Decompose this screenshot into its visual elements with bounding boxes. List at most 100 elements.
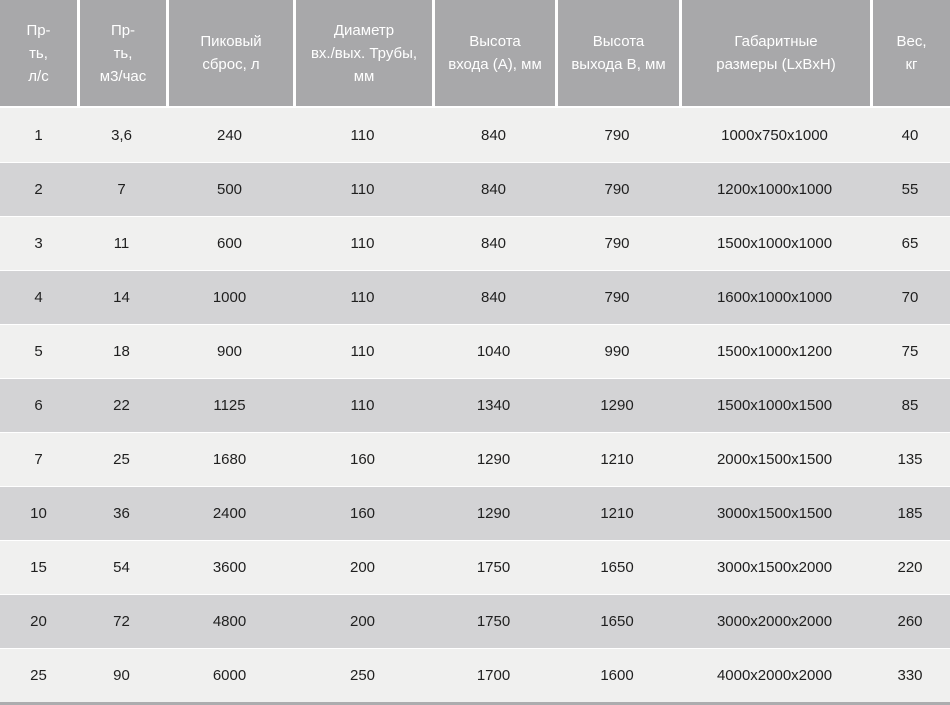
table-cell: 250 bbox=[293, 648, 432, 702]
table-row: 3 11 600 110 840 790 1500x1000x1000 65 bbox=[0, 216, 950, 270]
table-row: 6 22 1125 110 1340 1290 1500x1000x1500 85 bbox=[0, 378, 950, 432]
table-row: 15 54 3600 200 1750 1650 3000x1500x2000 220 bbox=[0, 540, 950, 594]
table-cell: 85 bbox=[870, 378, 950, 432]
table-cell: 2400 bbox=[166, 486, 293, 540]
table-cell: 260 bbox=[870, 594, 950, 648]
table-cell: 1210 bbox=[555, 486, 679, 540]
table-cell: 70 bbox=[870, 270, 950, 324]
column-header: Высота входа (А), мм bbox=[432, 0, 555, 108]
table-cell: 110 bbox=[293, 162, 432, 216]
table-cell: 1125 bbox=[166, 378, 293, 432]
column-header: Диаметр вх./вых. Трубы, мм bbox=[293, 0, 432, 108]
bottom-strip bbox=[0, 702, 950, 705]
table-cell: 185 bbox=[870, 486, 950, 540]
table-cell: 3 bbox=[0, 216, 77, 270]
table-cell: 22 bbox=[77, 378, 166, 432]
table-cell: 840 bbox=[432, 108, 555, 162]
table-cell: 990 bbox=[555, 324, 679, 378]
table-cell: 200 bbox=[293, 540, 432, 594]
table-header: Пр- ть, л/с Пр- ть, м3/час Пиковый сброс, … bbox=[0, 0, 950, 108]
table-cell: 1500x1000x1500 bbox=[679, 378, 870, 432]
table-cell: 1500x1000x1200 bbox=[679, 324, 870, 378]
table-cell: 1340 bbox=[432, 378, 555, 432]
table-cell: 7 bbox=[0, 432, 77, 486]
column-header: Габаритные размеры (LxBxH) bbox=[679, 0, 870, 108]
table-cell: 3000x1500x1500 bbox=[679, 486, 870, 540]
table-cell: 4000x2000x2000 bbox=[679, 648, 870, 702]
table-cell: 160 bbox=[293, 486, 432, 540]
table-cell: 1290 bbox=[432, 486, 555, 540]
column-header: Высота выхода В, мм bbox=[555, 0, 679, 108]
table-cell: 1210 bbox=[555, 432, 679, 486]
table-cell: 790 bbox=[555, 162, 679, 216]
table-cell: 1650 bbox=[555, 594, 679, 648]
table-cell: 1600 bbox=[555, 648, 679, 702]
table-cell: 790 bbox=[555, 108, 679, 162]
table-cell: 160 bbox=[293, 432, 432, 486]
table-cell: 135 bbox=[870, 432, 950, 486]
table-row: 10 36 2400 160 1290 1210 3000x1500x1500 185 bbox=[0, 486, 950, 540]
table-cell: 110 bbox=[293, 324, 432, 378]
table-cell: 65 bbox=[870, 216, 950, 270]
table-row: 1 3,6 240 110 840 790 1000x750x1000 40 bbox=[0, 108, 950, 162]
table-cell: 14 bbox=[77, 270, 166, 324]
table-cell: 72 bbox=[77, 594, 166, 648]
table-row: 4 14 1000 110 840 790 1600x1000x1000 70 bbox=[0, 270, 950, 324]
table-cell: 1290 bbox=[555, 378, 679, 432]
table-cell: 110 bbox=[293, 108, 432, 162]
table-cell: 900 bbox=[166, 324, 293, 378]
table-cell: 1680 bbox=[166, 432, 293, 486]
table-cell: 25 bbox=[0, 648, 77, 702]
table-cell: 3000x2000x2000 bbox=[679, 594, 870, 648]
table-cell: 36 bbox=[77, 486, 166, 540]
table-cell: 220 bbox=[870, 540, 950, 594]
table-cell: 110 bbox=[293, 270, 432, 324]
table-cell: 20 bbox=[0, 594, 77, 648]
table-cell: 2 bbox=[0, 162, 77, 216]
table-cell: 6000 bbox=[166, 648, 293, 702]
table-cell: 18 bbox=[77, 324, 166, 378]
table-cell: 3,6 bbox=[77, 108, 166, 162]
table-cell: 110 bbox=[293, 216, 432, 270]
table-cell: 240 bbox=[166, 108, 293, 162]
table-cell: 840 bbox=[432, 270, 555, 324]
header-row: Пр- ть, л/с Пр- ть, м3/час Пиковый сброс, … bbox=[0, 0, 950, 108]
table-cell: 1040 bbox=[432, 324, 555, 378]
table-cell: 2000x1500x1500 bbox=[679, 432, 870, 486]
table-cell: 1600x1000x1000 bbox=[679, 270, 870, 324]
table-cell: 55 bbox=[870, 162, 950, 216]
table-cell: 4800 bbox=[166, 594, 293, 648]
table-cell: 1200x1000x1000 bbox=[679, 162, 870, 216]
table-cell: 15 bbox=[0, 540, 77, 594]
column-header: Пр- ть, л/с bbox=[0, 0, 77, 108]
table-cell: 790 bbox=[555, 216, 679, 270]
table-cell: 6 bbox=[0, 378, 77, 432]
table-cell: 1650 bbox=[555, 540, 679, 594]
table-cell: 330 bbox=[870, 648, 950, 702]
table-cell: 3000x1500x2000 bbox=[679, 540, 870, 594]
table-row: 2 7 500 110 840 790 1200x1000x1000 55 bbox=[0, 162, 950, 216]
column-header: Вес, кг bbox=[870, 0, 950, 108]
table-row: 25 90 6000 250 1700 1600 4000x2000x2000 330 bbox=[0, 648, 950, 702]
table-cell: 1500x1000x1000 bbox=[679, 216, 870, 270]
table-cell: 790 bbox=[555, 270, 679, 324]
table-cell: 1700 bbox=[432, 648, 555, 702]
table-cell: 25 bbox=[77, 432, 166, 486]
table-cell: 4 bbox=[0, 270, 77, 324]
table-cell: 40 bbox=[870, 108, 950, 162]
table-cell: 75 bbox=[870, 324, 950, 378]
table-cell: 1 bbox=[0, 108, 77, 162]
table-cell: 1000x750x1000 bbox=[679, 108, 870, 162]
table-cell: 200 bbox=[293, 594, 432, 648]
table-cell: 1750 bbox=[432, 594, 555, 648]
column-header: Пр- ть, м3/час bbox=[77, 0, 166, 108]
table-row: 7 25 1680 160 1290 1210 2000x1500x1500 135 bbox=[0, 432, 950, 486]
table-cell: 54 bbox=[77, 540, 166, 594]
table-cell: 3600 bbox=[166, 540, 293, 594]
table-cell: 7 bbox=[77, 162, 166, 216]
table-cell: 10 bbox=[0, 486, 77, 540]
table-cell: 1750 bbox=[432, 540, 555, 594]
table-row: 5 18 900 110 1040 990 1500x1000x1200 75 bbox=[0, 324, 950, 378]
